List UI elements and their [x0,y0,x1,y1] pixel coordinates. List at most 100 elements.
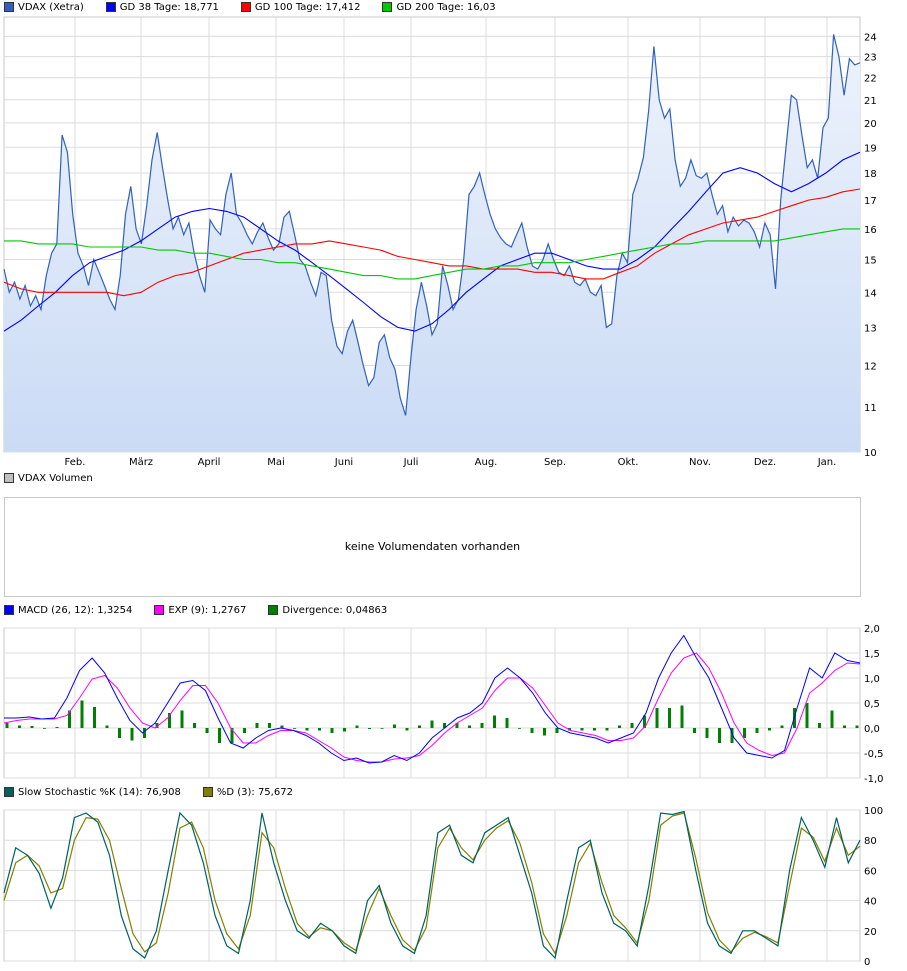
divergence-bar [80,700,84,728]
price-x-tick: März [129,457,153,468]
legend-exp: EXP (9): 1,2767 [154,605,246,616]
price-y-tick: 13 [864,323,877,334]
divergence-bar [130,728,134,741]
legend-swatch-gd38 [105,2,116,12]
divergence-bar [405,728,409,731]
price-y-tick: 15 [864,256,877,267]
stoch-y-tick: 0 [864,957,870,968]
divergence-bar [818,723,821,728]
price-y-tick: 18 [864,169,877,180]
macd-line [4,634,861,764]
legend-gd100-label: GD 100 Tage: 17,412 [254,1,361,13]
divergence-bar [618,725,621,728]
legend-swatch-gd100 [240,2,251,12]
divergence-bar [268,723,271,728]
macd-y-tick: 0,5 [864,699,880,710]
macd-y-tick: -1,0 [864,774,884,785]
divergence-bar [243,728,246,733]
divergence-bar [580,728,584,731]
legend-exp-label: EXP (9): 1,2767 [168,604,247,616]
divergence-bar [455,723,459,728]
divergence-bar [318,728,321,731]
divergence-bar [355,725,359,728]
legend-gd200-label: GD 200 Tage: 16,03 [396,1,496,13]
legend-volume-label: VDAX Volumen [18,472,93,484]
divergence-bar [518,728,521,729]
legend-divergence-label: Divergence: 0,04863 [282,604,388,616]
divergence-bar [30,726,34,728]
divergence-bar [530,728,534,733]
divergence-bar [855,725,859,728]
price-x-tick: Nov. [689,457,711,468]
divergence-bar [255,723,259,728]
legend-vdax: VDAX (Xetra) [4,2,84,13]
divergence-bar [68,710,71,728]
divergence-bar [280,725,284,728]
price-x-tick: Sep. [544,457,566,468]
divergence-bar [705,728,709,738]
legend-gd100: GD 100 Tage: 17,412 [240,1,361,13]
divergence-bar [155,723,159,728]
price-y-tick: 20 [864,119,877,130]
divergence-bar [480,723,484,728]
gd38-line [3,151,861,332]
price-x-tick: Mai [267,457,285,468]
divergence-bar [430,720,434,728]
divergence-bar [730,728,734,743]
stoch-k-line [3,810,861,960]
macd-legend: MACD (26, 12): 1,3254 EXP (9): 1,2767 Di… [4,603,409,617]
divergence-bar [605,728,609,731]
legend-stoch-k: Slow Stochastic %K (14): 76,908 [4,787,181,798]
divergence-bar [330,728,334,733]
macd-y-tick: 1,5 [864,649,880,660]
divergence-bar [755,728,759,733]
divergence-bar [468,725,471,728]
legend-swatch-exp [154,605,165,615]
price-x-tick: Okt. [618,457,639,468]
legend-swatch-volume [4,473,14,483]
divergence-bar [105,725,109,728]
stochastic-chart: 0 20 40 60 80 100 [3,806,883,968]
divergence-bar [168,713,171,728]
divergence-bar [805,703,809,728]
divergence-bar [293,728,296,729]
divergence-bar [680,705,684,728]
price-y-tick: 14 [864,288,877,299]
divergence-bar [43,728,46,729]
stoch-d-line [3,812,861,955]
divergence-bar [668,708,671,728]
divergence-bar [368,728,371,729]
macd-y-tick: 1,0 [864,674,880,685]
price-y-tick: 23 [864,53,877,64]
divergence-bar [205,728,209,733]
price-x-tick: Juni [334,457,353,468]
divergence-bar [555,728,559,733]
exp-line [3,652,861,763]
divergence-bar [593,728,596,731]
legend-divergence: Divergence: 0,04863 [268,605,387,616]
legend-swatch-divergence [268,605,279,615]
legend-gd38: GD 38 Tage: 18,771 [105,2,219,13]
legend-stoch-d: %D (3): 75,672 [202,787,293,798]
price-x-tick: Feb. [65,457,86,468]
divergence-bar [718,728,721,743]
no-volume-message: keine Volumendaten vorhanden [344,540,521,553]
legend-gd200: GD 200 Tage: 16,03 [382,1,496,13]
legend-swatch-vdax [4,2,14,12]
legend-swatch-macd [4,605,14,615]
divergence-bar [143,728,146,738]
legend-swatch-stoch-d [202,787,213,797]
macd-chart: 2,0 1,5 1,0 0,5 0,0 -0,5 -1,0 [3,624,884,785]
price-y-tick: 10 [864,448,877,459]
divergence-bar [543,728,546,736]
stoch-y-tick: 60 [864,866,877,877]
vdax-line [3,34,861,416]
price-x-tick: Dez. [754,457,776,468]
price-y-tick: 19 [864,143,877,154]
price-y-tick: 16 [864,225,877,236]
divergence-bar [305,728,309,731]
legend-vdax-label: VDAX (Xetra) [18,1,84,13]
macd-y-tick: 0,0 [864,724,880,735]
price-legend: VDAX (Xetra) GD 38 Tage: 18,771 GD 100 T… [4,0,518,14]
